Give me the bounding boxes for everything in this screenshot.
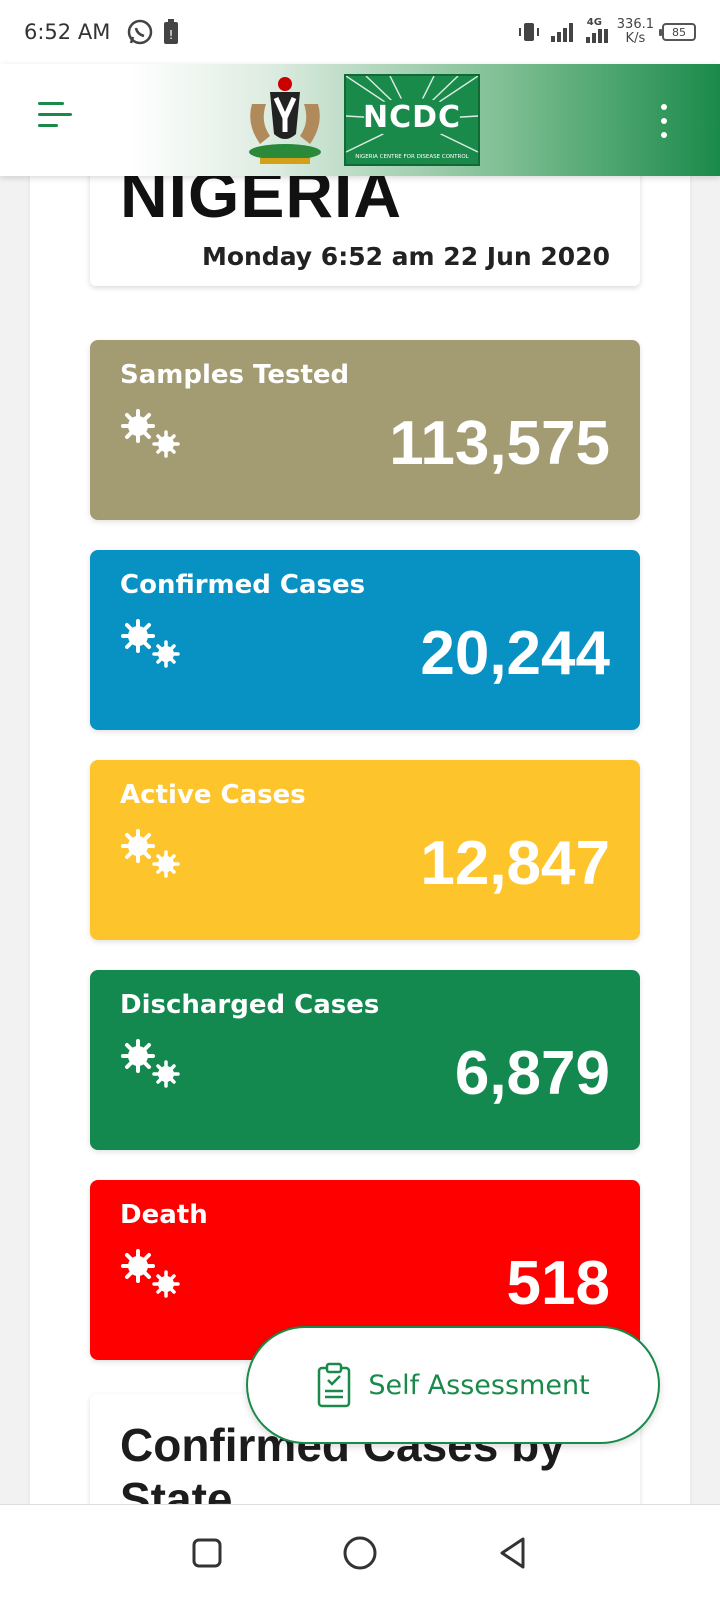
status-right: 4G 336.1 K/s 85: [517, 17, 696, 46]
stat-label: Death: [120, 1200, 208, 1230]
summary-card: NIGERIA Monday 6:52 am 22 Jun 2020: [90, 176, 640, 286]
logo-rays-icon: [346, 76, 478, 153]
stat-label: Active Cases: [120, 780, 306, 810]
self-assessment-button[interactable]: Self Assessment: [246, 1326, 660, 1444]
logo-text: NCDC: [362, 100, 462, 135]
stat-value: 6,879: [454, 1039, 610, 1108]
whatsapp-icon: [128, 19, 153, 45]
status-time: 6:52 AM: [24, 20, 111, 44]
status-bar: 6:52 AM ! 4G: [0, 0, 720, 64]
app-header: NCDC NIGERIA CENTRE FOR DISEASE CONTROL: [0, 64, 720, 176]
recent-apps-icon[interactable]: [187, 1533, 227, 1573]
signal-icon: [550, 23, 573, 42]
battery-level: 85: [672, 25, 686, 39]
system-nav-bar: [0, 1504, 720, 1600]
update-date: Monday 6:52 am 22 Jun 2020: [201, 242, 610, 271]
stat-label: Discharged Cases: [120, 990, 380, 1020]
menu-button[interactable]: [38, 102, 76, 136]
battery-icon: 85: [659, 23, 696, 41]
more-options-icon[interactable]: [658, 104, 670, 138]
stat-card-samples-tested[interactable]: Samples Tested 113,575: [90, 340, 640, 520]
stat-card-discharged-cases[interactable]: Discharged Cases 6,879: [90, 970, 640, 1150]
virus-icon: [121, 829, 180, 878]
speed-value: 336.1: [616, 17, 654, 32]
ncdc-logo: NCDC NIGERIA CENTRE FOR DISEASE CONTROL: [344, 74, 480, 166]
battery-alert-icon: !: [164, 19, 179, 44]
virus-icon: [121, 1039, 180, 1088]
stat-card-active-cases[interactable]: Active Cases 12,847: [90, 760, 640, 940]
stat-label: Confirmed Cases: [120, 570, 366, 600]
signal-2-icon: [585, 29, 608, 43]
network-speed: 336.1 K/s: [617, 18, 654, 46]
stat-label: Samples Tested: [120, 360, 350, 390]
country-title: NIGERIA: [120, 176, 403, 231]
stat-value: 12,847: [420, 829, 610, 898]
home-icon[interactable]: [340, 1533, 380, 1573]
notification-icons: !: [126, 18, 180, 46]
virus-icon: [121, 619, 180, 668]
clipboard-icon: [318, 1362, 351, 1408]
signal-4g: 4G: [585, 17, 609, 45]
network-type: 4G: [586, 17, 602, 28]
self-assessment-label: Self Assessment: [368, 1369, 590, 1401]
stat-value: 113,575: [389, 409, 610, 478]
coat-of-arms-icon: [249, 77, 321, 164]
vibrate-icon: [518, 23, 539, 41]
stat-value: 20,244: [420, 619, 610, 688]
content-panel: NIGERIA Monday 6:52 am 22 Jun 2020 Sampl…: [30, 176, 690, 1504]
virus-icon: [121, 409, 180, 458]
svg-text:!: !: [169, 28, 174, 42]
logo-subtitle: NIGERIA CENTRE FOR DISEASE CONTROL: [355, 154, 469, 160]
back-icon[interactable]: [493, 1533, 533, 1573]
speed-unit: K/s: [625, 31, 646, 46]
stat-value: 518: [506, 1249, 610, 1318]
virus-icon: [121, 1249, 180, 1298]
stat-card-confirmed-cases[interactable]: Confirmed Cases 20,244: [90, 550, 640, 730]
